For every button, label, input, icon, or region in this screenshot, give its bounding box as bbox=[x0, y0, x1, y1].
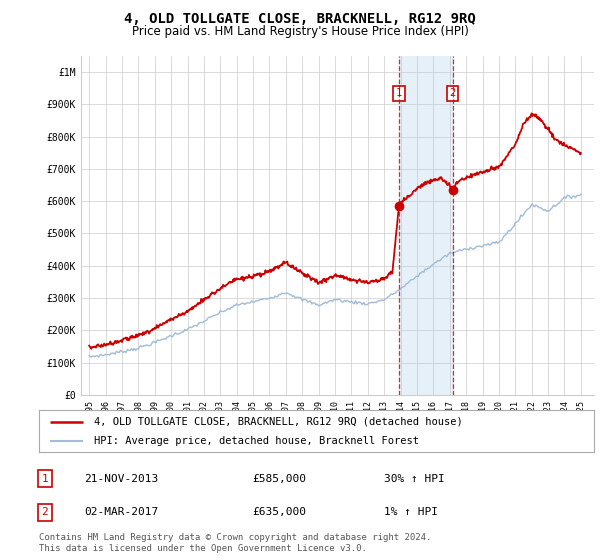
Text: 1% ↑ HPI: 1% ↑ HPI bbox=[384, 507, 438, 517]
Text: 1: 1 bbox=[41, 474, 49, 484]
Text: £585,000: £585,000 bbox=[252, 474, 306, 484]
Text: HPI: Average price, detached house, Bracknell Forest: HPI: Average price, detached house, Brac… bbox=[95, 436, 419, 446]
Text: 02-MAR-2017: 02-MAR-2017 bbox=[84, 507, 158, 517]
Text: 1: 1 bbox=[396, 88, 402, 98]
Text: 4, OLD TOLLGATE CLOSE, BRACKNELL, RG12 9RQ: 4, OLD TOLLGATE CLOSE, BRACKNELL, RG12 9… bbox=[124, 12, 476, 26]
Text: 21-NOV-2013: 21-NOV-2013 bbox=[84, 474, 158, 484]
Text: Contains HM Land Registry data © Crown copyright and database right 2024.
This d: Contains HM Land Registry data © Crown c… bbox=[39, 533, 431, 553]
Text: 2: 2 bbox=[41, 507, 49, 517]
Text: £635,000: £635,000 bbox=[252, 507, 306, 517]
Text: 30% ↑ HPI: 30% ↑ HPI bbox=[384, 474, 445, 484]
Text: 2: 2 bbox=[449, 88, 455, 98]
Text: Price paid vs. HM Land Registry's House Price Index (HPI): Price paid vs. HM Land Registry's House … bbox=[131, 25, 469, 38]
Text: 4, OLD TOLLGATE CLOSE, BRACKNELL, RG12 9RQ (detached house): 4, OLD TOLLGATE CLOSE, BRACKNELL, RG12 9… bbox=[95, 417, 463, 427]
